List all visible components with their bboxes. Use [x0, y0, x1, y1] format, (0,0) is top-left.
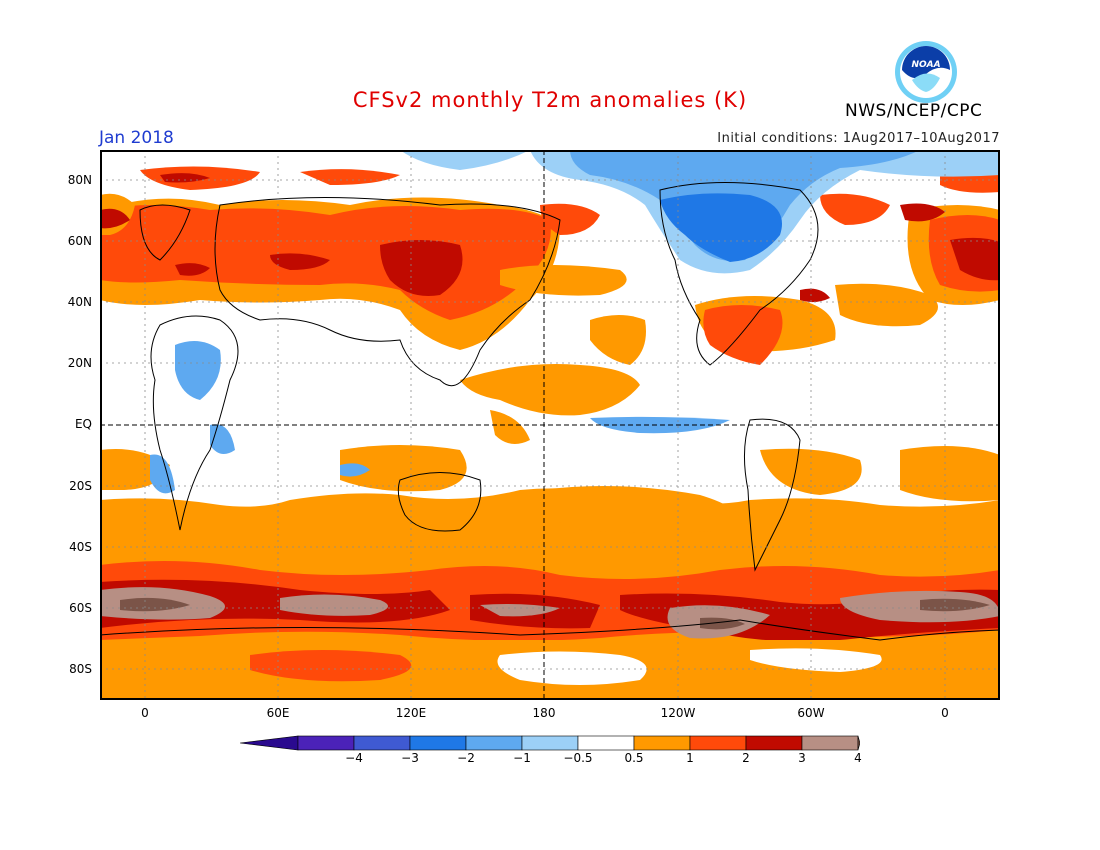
- lat-label-40s: 40S: [69, 540, 92, 554]
- colorbar: [240, 735, 860, 751]
- lon-label-60e: 60E: [266, 706, 290, 720]
- lon-label-60w: 60W: [797, 706, 825, 720]
- lat-label-20n: 20N: [67, 356, 92, 370]
- lat-label-60n: 60N: [67, 234, 92, 248]
- colorbar-segment: [409, 735, 467, 751]
- colorbar-segment: [745, 735, 803, 751]
- eurasia-darkred: [380, 240, 463, 296]
- colorbar-label: 4: [854, 751, 862, 765]
- lat-label-40n: 40N: [67, 295, 92, 309]
- colorbar-label: 1: [686, 751, 694, 765]
- anomaly-fields: [100, 150, 1000, 700]
- equator-dateline: [100, 150, 1000, 700]
- colorbar-label: 2: [742, 751, 750, 765]
- colorbar-segment: [689, 735, 747, 751]
- lon-label-0: 0: [141, 706, 149, 720]
- colorbar-segment: [353, 735, 411, 751]
- chart-title: CFSv2 monthly T2m anomalies (K): [352, 88, 748, 112]
- colorbar-end-high: [857, 735, 860, 751]
- lon-label-180: 180: [532, 706, 556, 720]
- lat-label-80n: 80N: [67, 173, 92, 187]
- lat-label-80s: 80S: [69, 662, 92, 676]
- initial-conditions: Initial conditions: 1Aug2017–10Aug2017: [717, 131, 1000, 146]
- map-frame: [100, 150, 1000, 700]
- colorbar-label: −1: [513, 751, 531, 765]
- noaa-logo: NOAA: [895, 41, 957, 103]
- colorbar-segment: [465, 735, 523, 751]
- lat-label-60s: 60S: [69, 601, 92, 615]
- colorbar-label: −4: [345, 751, 363, 765]
- colorbar-segment: [577, 735, 635, 751]
- colorbar-segment: [633, 735, 691, 751]
- colorbar-label: −3: [401, 751, 419, 765]
- colorbar-segment: [297, 735, 355, 751]
- colorbar-label: 0.5: [624, 751, 644, 765]
- agency-label: NWS/NCEP/CPC: [845, 101, 983, 121]
- lat-label-eq: EQ: [74, 417, 92, 431]
- lon-label-120e: 120E: [395, 706, 427, 720]
- anomaly-map: [100, 150, 1000, 700]
- colorbar-label: −2: [457, 751, 475, 765]
- forecast-month: Jan 2018: [99, 128, 174, 148]
- colorbar-label: 3: [798, 751, 806, 765]
- colorbar-segment: [801, 735, 859, 751]
- logo-text: NOAA: [911, 60, 940, 70]
- lon-label-120w: 120W: [660, 706, 696, 720]
- colorbar-end-low: [240, 735, 299, 751]
- lon-label-0-right: 0: [941, 706, 949, 720]
- gridlines: [100, 150, 1000, 700]
- colorbar-segment: [521, 735, 579, 751]
- colorbar-label: −0.5: [563, 751, 593, 765]
- lat-label-20s: 20S: [69, 479, 92, 493]
- coastlines: [100, 182, 1000, 641]
- pacific-orange: [460, 364, 640, 416]
